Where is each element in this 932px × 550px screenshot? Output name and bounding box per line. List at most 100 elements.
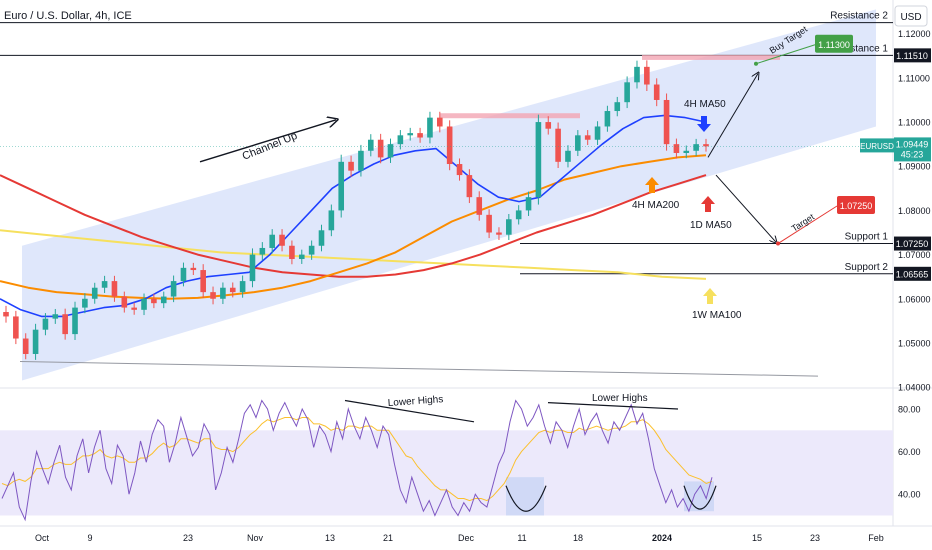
candle-body (555, 128, 561, 162)
level-price-tag (894, 48, 931, 63)
candle-body (496, 232, 502, 235)
candle-body (3, 312, 9, 317)
candle (62, 308, 68, 340)
candle-body (328, 210, 335, 231)
candle-body (466, 175, 473, 198)
candle (190, 262, 197, 275)
price-tick-label: 1.07000 (898, 250, 931, 260)
candle (289, 240, 295, 265)
rsi-highlight (506, 477, 544, 516)
rsi-panel[interactable]: Lower Highs Lower Highs (0, 393, 893, 522)
sell-target-line (777, 205, 838, 244)
candle-body (170, 281, 177, 297)
rsi-tick-label: 40.00 (898, 490, 921, 500)
candle (151, 293, 157, 309)
candle-body (437, 117, 443, 127)
candle-body (210, 292, 216, 299)
rsi-axis[interactable]: 40.00 60.00 80.00 (898, 405, 921, 500)
level-name: Resistance 2 (830, 11, 888, 22)
time-axis[interactable]: Oct 9 23 Nov 13 21 Dec 11 18 2024 15 23 Feb (35, 533, 884, 543)
candle-body (387, 144, 394, 158)
level-price-label: 1.07250 (896, 239, 929, 249)
candle (220, 282, 226, 305)
candle-body (338, 161, 345, 211)
current-symbol-label: EURUSD (860, 142, 894, 151)
buy-target-box (815, 34, 853, 53)
rsi-band (0, 430, 893, 516)
time-tick-label: 2024 (652, 533, 672, 543)
candle (427, 111, 433, 144)
candle (604, 105, 611, 132)
price-tick-label: 1.10000 (898, 118, 931, 128)
ma-1w-ma100-line (0, 229, 707, 280)
candle (101, 275, 108, 293)
lower-highs-line (344, 399, 475, 423)
resistance-zone (642, 54, 780, 60)
candle-body (515, 210, 522, 220)
candle-body (594, 126, 601, 140)
candle-body (200, 270, 206, 293)
level-name: Support 1 (845, 232, 889, 243)
price-tick-label: 1.04000 (898, 383, 931, 393)
candle (634, 60, 640, 89)
candle (279, 229, 285, 252)
currency-badge[interactable]: USD (894, 5, 928, 27)
rsi-bottom-arc (683, 485, 717, 510)
candle (210, 286, 216, 305)
candle (496, 227, 502, 240)
candle-body (634, 66, 640, 83)
candle (456, 158, 463, 181)
candle-body (298, 254, 305, 260)
candle (446, 120, 453, 171)
candle-body (52, 314, 59, 319)
level-name: Resistance 1 (830, 43, 888, 54)
price-tick-label: 1.09000 (898, 162, 931, 172)
candle (269, 229, 275, 254)
candle-body (72, 307, 78, 335)
candle (318, 224, 325, 252)
ma-4h-ma200-label: 4H MA200 (632, 200, 680, 211)
candle-body (673, 144, 680, 153)
candle (13, 310, 19, 345)
candle-body (249, 254, 256, 282)
candle (308, 240, 315, 260)
lower-highs-label: Lower Highs (387, 394, 443, 409)
time-tick-label: Feb (868, 533, 884, 543)
price-tick-label: 1.06000 (898, 294, 931, 304)
candle (644, 60, 650, 92)
time-tick-label: 18 (573, 533, 583, 543)
rsi-signal-line (1, 417, 713, 502)
current-symbol-tag (860, 138, 894, 153)
candle (693, 138, 699, 157)
bullish-projection-arrow (707, 73, 758, 158)
candle-body (308, 245, 315, 255)
ma-1d-ma50-line (0, 174, 707, 278)
candle (131, 302, 137, 315)
candle-body (397, 135, 404, 145)
candle-body (269, 234, 275, 248)
candle-body (584, 135, 591, 140)
time-tick-label: Oct (35, 533, 50, 543)
candle (141, 293, 147, 316)
candle-body (407, 133, 414, 136)
rsi-bottom-arc (505, 485, 547, 512)
level-price-label: 1.06565 (896, 269, 929, 279)
rsi-line (1, 399, 713, 522)
ma-1w-ma100-label: 1W MA100 (692, 310, 742, 321)
candle-body (476, 197, 483, 215)
candle (160, 291, 167, 309)
candle (555, 122, 561, 169)
candle (525, 191, 532, 216)
buy-target-value: 1.11300 (818, 40, 850, 50)
candle-body (82, 298, 88, 308)
price-tick-label: 1.11000 (898, 73, 930, 83)
ma50-arrow-icon (697, 116, 711, 132)
candle-body (318, 230, 325, 246)
time-tick-label: 9 (87, 533, 92, 543)
candle (535, 114, 542, 205)
currency-label: USD (900, 12, 921, 23)
candle-body (614, 102, 621, 112)
price-panel[interactable]: Resistance 2 Resistance 1 Support 1 Support… (0, 9, 893, 381)
